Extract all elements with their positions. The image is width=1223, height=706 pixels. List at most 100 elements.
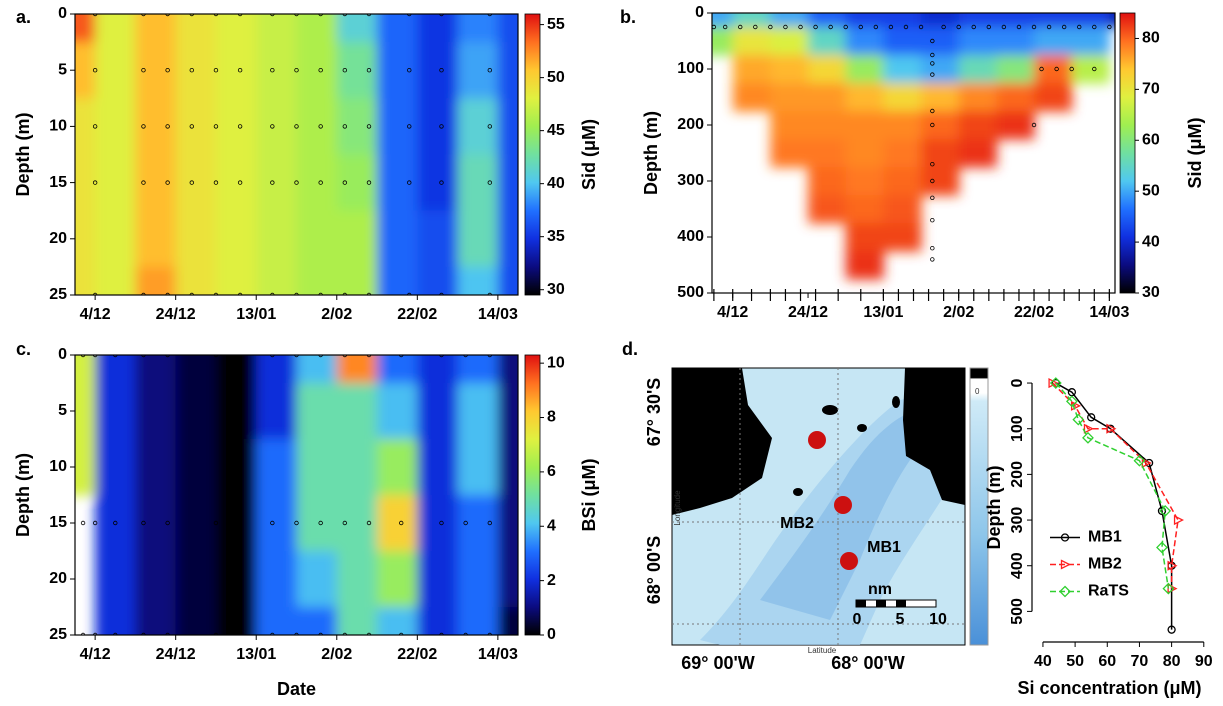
contour-cell xyxy=(175,439,217,496)
colorbar xyxy=(1119,12,1136,294)
x-tick-label: 14/03 xyxy=(478,306,518,323)
sample-point xyxy=(189,14,194,17)
contour-cell xyxy=(1109,13,1115,28)
contour-cell xyxy=(457,154,499,212)
contour-cell xyxy=(457,607,499,635)
x-tick-label: 13/01 xyxy=(236,646,276,663)
contour-cell xyxy=(75,383,96,440)
sample-point xyxy=(813,24,818,30)
map-axis-label: Longitude xyxy=(673,490,682,526)
sample-point xyxy=(1039,66,1044,72)
sample-point xyxy=(342,124,348,129)
contour-cell xyxy=(921,83,960,112)
contour-cell xyxy=(921,27,960,56)
colorbar-tick-label: 2 xyxy=(547,572,556,589)
sample-point xyxy=(1092,24,1097,30)
contour-cell xyxy=(497,439,518,496)
contour-cell xyxy=(75,98,96,156)
contour-cell xyxy=(135,383,177,440)
contour-cell xyxy=(845,27,884,56)
contour-cell xyxy=(95,355,137,384)
contour-cell xyxy=(377,607,418,635)
contour-cell xyxy=(845,83,884,112)
legend: MB1 MB2 RaTS xyxy=(1050,529,1129,600)
contour-cell xyxy=(175,383,217,440)
contour-cell xyxy=(296,210,338,268)
sample-point xyxy=(407,292,412,295)
contour-cell xyxy=(921,139,960,168)
sample-point xyxy=(189,180,194,185)
y-axis-label: Depth (m) xyxy=(641,111,661,195)
marker xyxy=(1083,423,1094,434)
marker xyxy=(1087,413,1096,422)
contour-cell xyxy=(732,27,771,56)
sample-point xyxy=(294,292,299,295)
y-tick-label: 20 xyxy=(49,230,67,247)
sample-point xyxy=(342,292,348,295)
contour-cell xyxy=(417,210,459,268)
colorbar-tick-label: 50 xyxy=(1142,182,1160,199)
contour-cell xyxy=(175,154,217,212)
contour-cell xyxy=(336,266,378,295)
contour-cell xyxy=(377,154,418,212)
contour-cell xyxy=(497,98,518,156)
contour-cell xyxy=(845,195,884,224)
contour-cell xyxy=(215,355,257,384)
sample-point xyxy=(270,292,275,295)
contour-cell xyxy=(215,551,257,608)
y-tick-label: 0 xyxy=(58,346,67,363)
marker xyxy=(1159,505,1172,517)
contour-cell xyxy=(417,355,459,384)
contour-cell xyxy=(215,42,257,99)
contour-cell xyxy=(457,266,499,295)
contour-cell xyxy=(712,13,734,28)
contour-cell xyxy=(175,266,217,295)
colorbar xyxy=(524,13,541,296)
plot-frame xyxy=(711,12,1116,294)
sample-point xyxy=(80,520,86,526)
contour-cell xyxy=(497,607,518,635)
contour-cell xyxy=(417,154,459,212)
contour-cell xyxy=(921,13,960,28)
contour-cell xyxy=(377,355,418,384)
contour-cell xyxy=(1071,13,1110,28)
contour-cell xyxy=(256,266,298,295)
lon-label: 68° 00'W xyxy=(831,653,905,673)
sample-point xyxy=(366,180,372,185)
contour-cell xyxy=(732,83,771,112)
y-axis-label: Depth (m) xyxy=(984,466,1004,550)
contour-cell xyxy=(377,439,418,496)
contour-cells xyxy=(712,13,1115,280)
x-tick-label: 90 xyxy=(1195,653,1213,670)
sample-point xyxy=(189,292,194,295)
contour-cell xyxy=(256,551,298,608)
sample-point xyxy=(165,520,170,526)
contour-cell xyxy=(135,210,177,268)
contour-cell xyxy=(377,98,418,156)
sample-point xyxy=(294,520,299,526)
contour-cell xyxy=(958,13,997,28)
x-tick-label: 50 xyxy=(1066,653,1084,670)
contour-cell xyxy=(457,210,499,268)
sample-point xyxy=(270,180,275,185)
sample-point xyxy=(318,67,323,73)
sample-point xyxy=(1031,24,1037,30)
sample-point xyxy=(270,124,275,129)
contour-cell xyxy=(215,607,257,635)
contour-cell xyxy=(497,383,518,440)
contour-cell xyxy=(996,83,1035,112)
contour-cell xyxy=(883,13,922,28)
contour-cell xyxy=(135,355,177,384)
contour-cell xyxy=(1034,13,1073,28)
sample-point xyxy=(1016,24,1022,30)
y-tick-label: 10 xyxy=(49,118,67,135)
sample-point xyxy=(165,14,170,17)
contour-cell xyxy=(377,210,418,268)
x-tick-label: 22/02 xyxy=(397,306,437,323)
contour-cell xyxy=(215,14,257,43)
contour-cell xyxy=(497,551,518,608)
colorbar-tick-label: 35 xyxy=(547,228,565,245)
contour-cell xyxy=(296,266,338,295)
sample-point xyxy=(930,61,935,66)
